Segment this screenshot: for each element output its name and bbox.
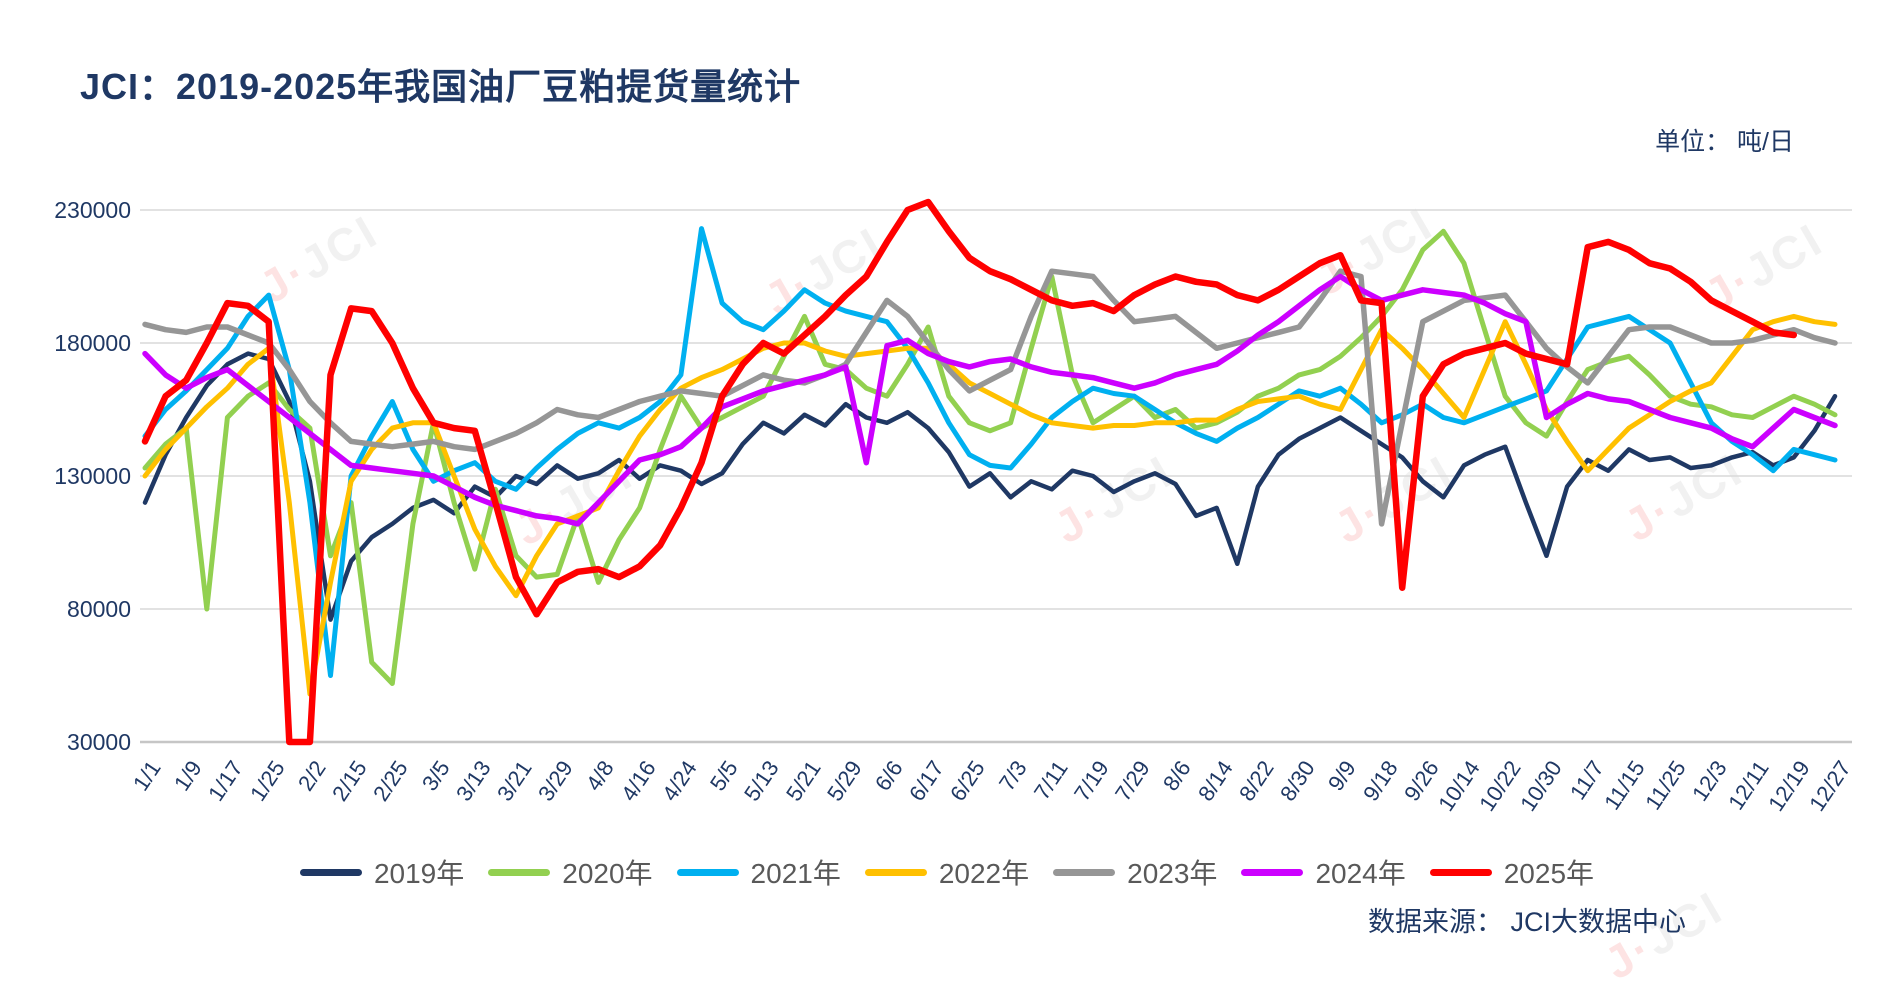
legend-item-2019年: 2019年	[299, 852, 465, 892]
series-line-2023年	[142, 268, 1838, 527]
legend-label: 2020年	[562, 858, 653, 889]
legend-label: 2019年	[373, 858, 465, 889]
plot-area	[140, 198, 1852, 746]
y-tick-label: 230000	[54, 197, 131, 223]
legend-swatch	[488, 868, 551, 876]
chart-legend: 2019年 2020年 2021年 2022年 2023年 2024年 2025年	[0, 852, 1894, 892]
legend-swatch	[676, 868, 739, 876]
y-tick-label: 30000	[67, 729, 131, 755]
series-line-2025年	[141, 198, 1798, 746]
series-line-2019年	[142, 351, 1838, 622]
legend-item-2025年: 2025年	[1429, 852, 1595, 892]
data-source-label: 数据来源： JCI大数据中心	[1368, 907, 1687, 937]
chart-title: JCI：2019-2025年我国油厂豆粕提货量统计	[80, 66, 802, 107]
legend-label: 2023年	[1127, 858, 1218, 889]
legend-label: 2022年	[938, 858, 1030, 889]
series-line-2022年	[142, 313, 1838, 697]
legend-item-2020年: 2020年	[488, 852, 653, 892]
series-line-2021年	[142, 226, 1838, 678]
legend-swatch	[1429, 868, 1492, 876]
legend-label: 2024年	[1315, 858, 1406, 889]
y-tick-label: 180000	[54, 330, 131, 356]
legend-swatch	[864, 868, 927, 876]
legend-swatch	[1053, 868, 1116, 876]
legend-item-2024年: 2024年	[1241, 852, 1406, 892]
series-line-2024年	[142, 273, 1838, 527]
legend-swatch	[299, 868, 362, 876]
legend-swatch	[1241, 868, 1304, 876]
y-tick-label: 130000	[54, 463, 131, 489]
legend-item-2023年: 2023年	[1053, 852, 1217, 892]
line-chart: JCI：2019-2025年我国油厂豆粕提货量统计 单位： 吨/日 J·JCI J…	[0, 66, 1894, 990]
legend-item-2021年: 2021年	[676, 852, 841, 892]
unit-label: 单位： 吨/日	[1655, 128, 1794, 156]
legend-label: 2021年	[750, 858, 841, 889]
y-tick-label: 80000	[67, 596, 131, 622]
legend-item-2022年: 2022年	[864, 852, 1030, 892]
legend-label: 2025年	[1503, 858, 1595, 889]
